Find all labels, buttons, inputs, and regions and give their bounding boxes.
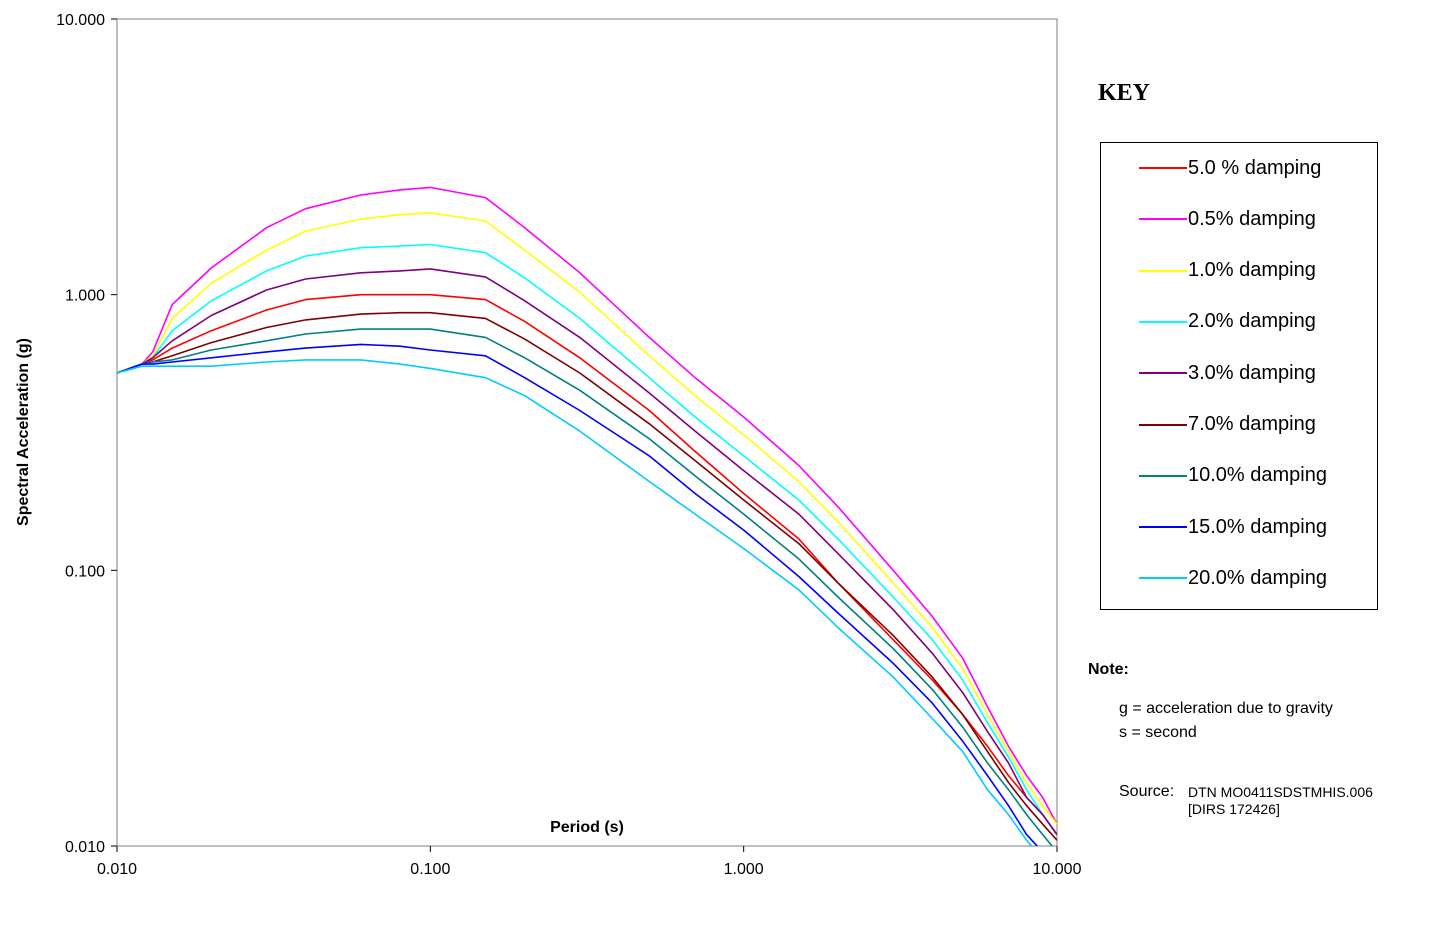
legend-swatch <box>1139 167 1187 169</box>
x-tick-label: 1.000 <box>724 861 764 878</box>
legend-label: 0.5% damping <box>1188 207 1316 230</box>
source-label: Source: <box>1119 783 1175 800</box>
legend-swatch <box>1139 269 1187 272</box>
legend-swatch <box>1139 474 1187 477</box>
series-line-3-0-damping <box>117 268 1057 836</box>
series-line-2-0-damping <box>117 243 1057 836</box>
legend-label: 15.0% damping <box>1188 515 1327 538</box>
y-tick-label: 1.000 <box>65 288 105 305</box>
legend-label: 20.0% damping <box>1188 566 1327 589</box>
note-title: Note: <box>1088 661 1129 678</box>
series-line-20-0-damping <box>117 359 1033 846</box>
legend-swatch <box>1139 218 1187 221</box>
y-axis-title: Spectral Acceleration (g) <box>15 338 32 526</box>
legend-label: 10.0% damping <box>1188 464 1327 487</box>
y-tick-label: 0.100 <box>65 563 105 580</box>
y-tick-label: 10.000 <box>56 12 105 29</box>
series-line-10-0-damping <box>117 328 1054 846</box>
legend-label: 2.0% damping <box>1188 310 1316 333</box>
legend-item: 2.0% damping <box>1139 310 1316 334</box>
legend-label: 3.0% damping <box>1188 361 1316 384</box>
series-line-0-5-damping <box>117 186 1057 825</box>
source-line: [DIRS 172426] <box>1188 801 1280 817</box>
legend-item: 15.0% damping <box>1139 515 1327 539</box>
legend-item: 7.0% damping <box>1139 413 1316 437</box>
legend-swatch <box>1139 372 1187 375</box>
series-line-7-0-damping <box>117 311 1057 841</box>
legend-swatch <box>1139 577 1187 580</box>
series-line-5-0-damping <box>117 293 1057 836</box>
legend-swatch <box>1139 526 1187 529</box>
x-tick-label: 0.100 <box>410 861 450 878</box>
legend-item: 10.0% damping <box>1139 464 1327 488</box>
x-axis-title: Period (s) <box>550 819 624 836</box>
legend-item: 0.5% damping <box>1139 207 1316 231</box>
legend-item: 5.0 % damping <box>1139 156 1321 180</box>
legend: 5.0 % damping 0.5% damping 1.0% damping 2.0… <box>1100 142 1378 610</box>
legend-label: 5.0 % damping <box>1188 156 1322 179</box>
note-line: s = second <box>1119 724 1197 741</box>
x-tick-label: 10.000 <box>1033 861 1082 878</box>
source-line: DTN MO0411SDSTMHIS.006 <box>1188 784 1373 800</box>
legend-label: 1.0% damping <box>1188 259 1316 282</box>
x-tick-label: 0.010 <box>97 861 137 878</box>
legend-swatch <box>1139 423 1187 426</box>
y-tick-label: 0.010 <box>65 839 105 856</box>
legend-item: 20.0% damping <box>1139 566 1327 590</box>
series-line-1-0-damping <box>117 212 1057 825</box>
legend-swatch <box>1139 320 1187 323</box>
legend-item: 3.0% damping <box>1139 361 1316 385</box>
legend-label: 7.0% damping <box>1188 413 1316 435</box>
note-line: g = acceleration due to gravity <box>1119 700 1333 717</box>
series-line-15-0-damping <box>117 343 1039 846</box>
plot-area <box>116 18 1058 847</box>
legend-item: 1.0% damping <box>1139 259 1316 283</box>
legend-title: KEY <box>1098 80 1151 106</box>
